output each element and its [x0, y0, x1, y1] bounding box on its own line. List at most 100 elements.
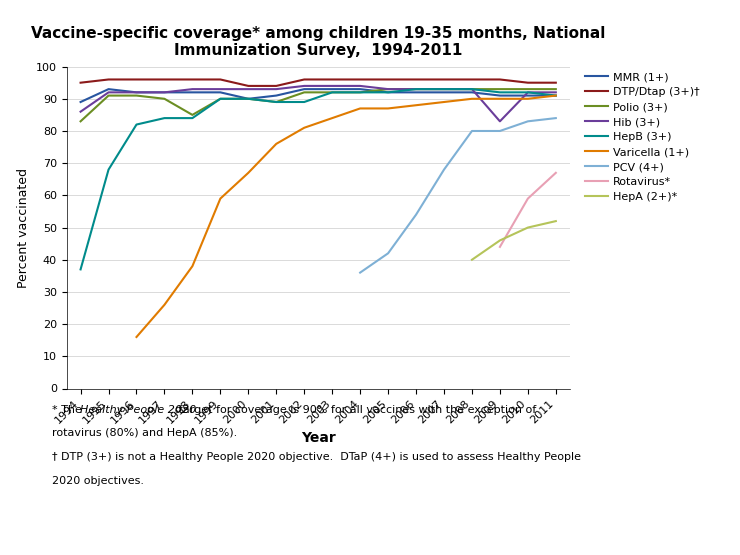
- MMR (1+): [440, 89, 448, 95]
- Polio (3+): [468, 86, 477, 93]
- Line: MMR (1+): MMR (1+): [81, 89, 556, 102]
- DTP/Dtap (3+)†: [76, 79, 85, 86]
- HepB (3+): [300, 99, 309, 105]
- DTP/Dtap (3+)†: [383, 76, 392, 83]
- Polio (3+): [76, 118, 85, 125]
- MMR (1+): [76, 99, 85, 105]
- Polio (3+): [356, 89, 365, 95]
- Line: DTP/Dtap (3+)†: DTP/Dtap (3+)†: [81, 79, 556, 86]
- DTP/Dtap (3+)†: [160, 76, 169, 83]
- Polio (3+): [328, 89, 337, 95]
- Hib (3+): [300, 83, 309, 89]
- Polio (3+): [244, 95, 253, 102]
- Text: * The: * The: [52, 405, 85, 415]
- Varicella (1+): [523, 95, 532, 102]
- MMR (1+): [216, 89, 225, 95]
- Line: Rotavirus*: Rotavirus*: [500, 173, 556, 247]
- HepB (3+): [440, 86, 448, 93]
- Hib (3+): [160, 89, 169, 95]
- MMR (1+): [551, 92, 560, 99]
- Hib (3+): [440, 86, 448, 93]
- Hib (3+): [551, 89, 560, 95]
- HepB (3+): [411, 86, 420, 93]
- MMR (1+): [272, 92, 280, 99]
- HepA (2+)*: [496, 237, 505, 244]
- Hib (3+): [244, 86, 253, 93]
- DTP/Dtap (3+)†: [440, 76, 448, 83]
- Varicella (1+): [132, 334, 141, 340]
- HepB (3+): [216, 95, 225, 102]
- Varicella (1+): [216, 195, 225, 202]
- Polio (3+): [216, 95, 225, 102]
- DTP/Dtap (3+)†: [523, 79, 532, 86]
- DTP/Dtap (3+)†: [300, 76, 309, 83]
- HepB (3+): [132, 121, 141, 128]
- Hib (3+): [188, 86, 197, 93]
- MMR (1+): [356, 86, 365, 93]
- Y-axis label: Percent vaccinated: Percent vaccinated: [17, 168, 30, 287]
- Hib (3+): [132, 89, 141, 95]
- Text: target for coverage is 90% for all vaccines with the exception of: target for coverage is 90% for all vacci…: [175, 405, 536, 415]
- Polio (3+): [383, 86, 392, 93]
- HepB (3+): [160, 115, 169, 122]
- Polio (3+): [440, 86, 448, 93]
- HepA (2+)*: [523, 224, 532, 231]
- Line: Hib (3+): Hib (3+): [81, 86, 556, 122]
- MMR (1+): [523, 92, 532, 99]
- PCV (4+): [440, 166, 448, 173]
- DTP/Dtap (3+)†: [272, 83, 280, 89]
- HepA (2+)*: [468, 256, 477, 263]
- HepA (2+)*: [551, 218, 560, 224]
- MMR (1+): [160, 89, 169, 95]
- Polio (3+): [272, 99, 280, 105]
- PCV (4+): [356, 269, 365, 276]
- DTP/Dtap (3+)†: [411, 76, 420, 83]
- Varicella (1+): [440, 99, 448, 105]
- Title: Vaccine-specific coverage* among children 19-35 months, National
Immunization Su: Vaccine-specific coverage* among childre…: [31, 26, 605, 58]
- DTP/Dtap (3+)†: [132, 76, 141, 83]
- Hib (3+): [523, 89, 532, 95]
- Hib (3+): [383, 86, 392, 93]
- DTP/Dtap (3+)†: [496, 76, 505, 83]
- DTP/Dtap (3+)†: [356, 76, 365, 83]
- HepB (3+): [244, 95, 253, 102]
- Varicella (1+): [328, 115, 337, 122]
- Varicella (1+): [272, 140, 280, 147]
- MMR (1+): [300, 86, 309, 93]
- Varicella (1+): [300, 124, 309, 131]
- Polio (3+): [160, 95, 169, 102]
- Varicella (1+): [356, 105, 365, 112]
- Rotavirus*: [523, 195, 532, 202]
- Line: PCV (4+): PCV (4+): [360, 118, 556, 273]
- MMR (1+): [104, 86, 113, 93]
- Hib (3+): [468, 86, 477, 93]
- Hib (3+): [356, 83, 365, 89]
- HepB (3+): [272, 99, 280, 105]
- Legend: MMR (1+), DTP/Dtap (3+)†, Polio (3+), Hib (3+), HepB (3+), Varicella (1+), PCV (: MMR (1+), DTP/Dtap (3+)†, Polio (3+), Hi…: [585, 72, 700, 202]
- HepB (3+): [383, 89, 392, 95]
- Polio (3+): [523, 86, 532, 93]
- Text: 2020 objectives.: 2020 objectives.: [52, 476, 144, 486]
- Rotavirus*: [551, 169, 560, 176]
- Polio (3+): [300, 89, 309, 95]
- Varicella (1+): [411, 102, 420, 109]
- Varicella (1+): [244, 169, 253, 176]
- MMR (1+): [468, 89, 477, 95]
- Hib (3+): [328, 83, 337, 89]
- Polio (3+): [411, 86, 420, 93]
- Hib (3+): [272, 86, 280, 93]
- Rotavirus*: [496, 244, 505, 250]
- HepB (3+): [188, 115, 197, 122]
- HepB (3+): [496, 89, 505, 95]
- MMR (1+): [383, 89, 392, 95]
- PCV (4+): [468, 128, 477, 134]
- Polio (3+): [132, 92, 141, 99]
- Polio (3+): [104, 92, 113, 99]
- HepB (3+): [328, 89, 337, 95]
- MMR (1+): [132, 89, 141, 95]
- HepB (3+): [523, 89, 532, 95]
- MMR (1+): [328, 86, 337, 93]
- HepB (3+): [551, 92, 560, 99]
- Line: HepB (3+): HepB (3+): [81, 89, 556, 269]
- HepB (3+): [76, 266, 85, 273]
